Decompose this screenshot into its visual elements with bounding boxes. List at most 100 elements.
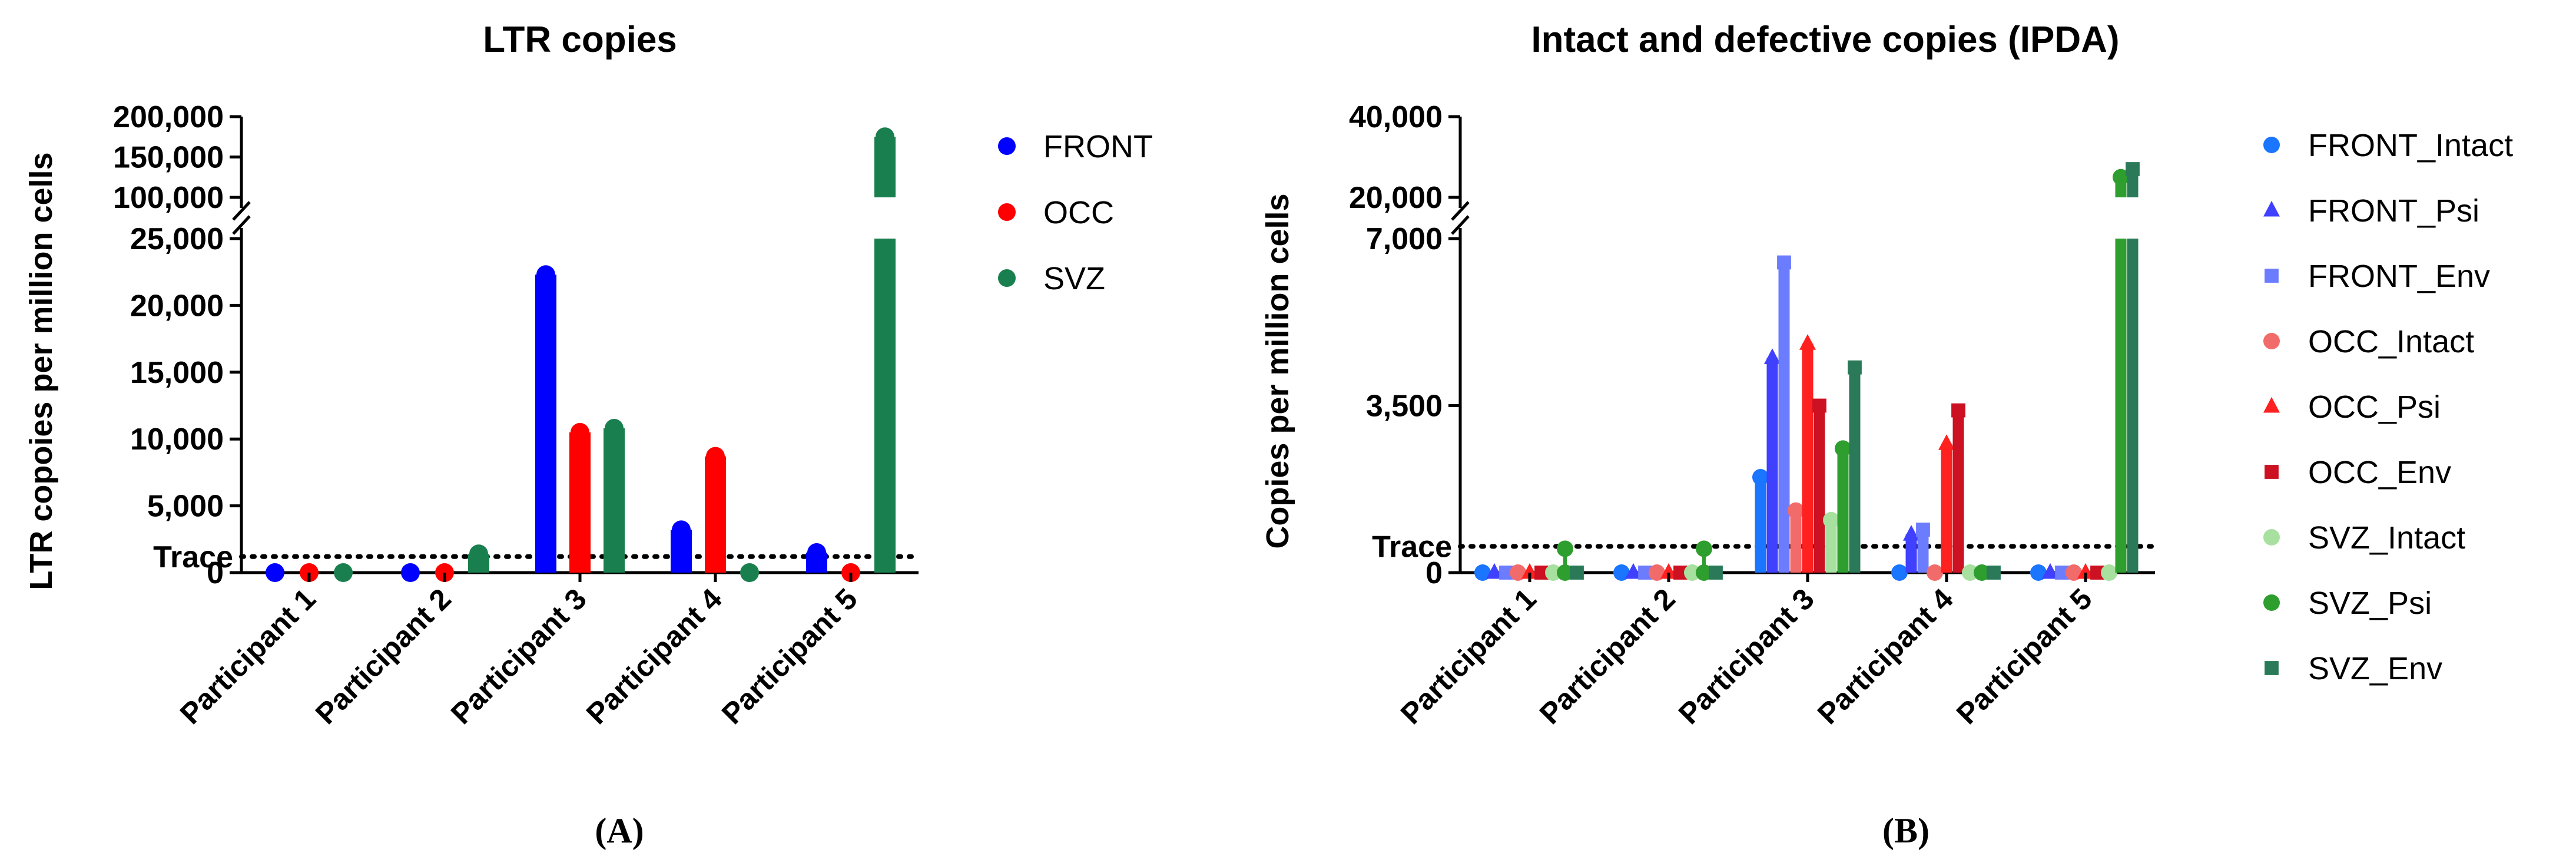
bar (705, 456, 726, 573)
data-point (401, 563, 420, 582)
data-point (1987, 566, 2001, 580)
data-point (1649, 564, 1665, 581)
data-point (740, 563, 759, 582)
legend-marker (998, 269, 1016, 287)
bar (1814, 405, 1825, 573)
legend: FRONT OCC SVZ (998, 129, 1153, 296)
legend-label: SVZ (1043, 261, 1105, 296)
plot-area: 0 3,500 7,000 20,000 40,000 Trace Participant … (1349, 100, 2157, 731)
data-point (1521, 563, 1538, 579)
data-point (1835, 440, 1851, 457)
bar (1941, 444, 1952, 573)
legend-marker (2263, 200, 2280, 217)
data-point (1938, 434, 1955, 450)
data-point (1684, 564, 1700, 581)
data-point (1974, 564, 1990, 581)
legend-label: FRONT_Env (2308, 259, 2490, 294)
legend-label: FRONT (1043, 129, 1153, 164)
x-tick-label: Participant 1 (174, 582, 322, 731)
y-tick-label: 15,000 (130, 356, 224, 390)
data-point (1613, 564, 1630, 581)
bar (874, 137, 896, 197)
x-tick-label: Participant 4 (580, 582, 728, 731)
x-tick-label: Participant 3 (1672, 582, 1821, 731)
y-tick-label: 5,000 (147, 490, 224, 524)
bar (1766, 358, 1778, 573)
data-point (1545, 564, 1561, 581)
legend-label: SVZ_Intact (2308, 520, 2465, 556)
legend-marker (2265, 465, 2279, 479)
trace-label: Trace (153, 540, 233, 574)
x-tick-label: Participant 1 (1394, 582, 1543, 731)
bar (604, 428, 625, 573)
data-point (469, 544, 488, 564)
legend-marker (2263, 333, 2280, 349)
data-point (2126, 162, 2140, 176)
axis-break-mark (232, 215, 251, 235)
bar (1802, 343, 1814, 573)
data-point (1764, 348, 1781, 364)
data-point (2042, 563, 2058, 579)
legend: FRONT_Intact FRONT_Psi FRONT_Env OCC_Intact… (2263, 128, 2513, 686)
x-tick-label: Participant 2 (1533, 582, 1682, 731)
bar (535, 275, 556, 573)
data-point (1823, 511, 1839, 528)
bar (1849, 367, 1861, 573)
data-point (1903, 525, 1919, 541)
data-point (1951, 403, 1965, 418)
data-point (1499, 566, 1513, 580)
data-point (1788, 502, 1804, 519)
y-tick-label: 200,000 (113, 100, 224, 134)
bar (1755, 477, 1766, 573)
legend-marker (2263, 594, 2280, 611)
data-point (1709, 566, 1723, 580)
data-point (2055, 566, 2069, 580)
data-point (571, 422, 589, 442)
legend-label: OCC (1043, 195, 1114, 230)
legend-label: FRONT_Intact (2308, 128, 2513, 163)
legend-marker (2263, 137, 2280, 153)
x-tick-label: Participant 4 (1811, 582, 1960, 731)
bar (2127, 239, 2139, 573)
trace-label: Trace (1372, 530, 1452, 564)
bar (2127, 169, 2139, 197)
data-point (1486, 563, 1503, 579)
y-axis-label: Copies per million cells (1260, 193, 1295, 548)
legend-marker (2265, 269, 2279, 283)
bar (569, 432, 591, 573)
y-tick-label: 150,000 (113, 141, 224, 175)
legend-marker (2263, 529, 2280, 546)
axis-break-mark (1451, 201, 1470, 221)
panel-a-ltr-copies: LTR copies LTR copoies per million cells… (24, 19, 1153, 850)
legend-label: SVZ_Psi (2308, 586, 2432, 621)
data-point (1777, 255, 1791, 270)
legend-marker (2263, 396, 2280, 413)
y-tick-label: 40,000 (1349, 100, 1443, 134)
data-point (1570, 566, 1584, 580)
data-point (1799, 334, 1816, 350)
data-point (672, 520, 691, 540)
bar (1952, 410, 1964, 573)
chart-title: LTR copies (483, 19, 677, 60)
legend-marker (2265, 661, 2279, 675)
y-tick-label: 20,000 (130, 289, 224, 323)
data-point (536, 265, 555, 285)
data-point (334, 563, 353, 582)
y-tick-label: 10,000 (130, 422, 224, 457)
legend-label: OCC_Psi (2308, 389, 2441, 425)
data-point (1752, 469, 1769, 485)
bar (1917, 530, 1929, 573)
legend-label: OCC_Intact (2308, 324, 2474, 359)
legend-marker (998, 203, 1016, 221)
data-point (1638, 566, 1652, 580)
data-point (2101, 564, 2117, 581)
data-point (1927, 564, 1943, 581)
bar (2115, 239, 2127, 573)
data-point (1557, 540, 1573, 557)
data-point (2066, 564, 2082, 581)
data-point (706, 447, 725, 466)
data-point (1673, 566, 1688, 580)
y-tick-label: 0 (207, 556, 224, 590)
data-point (1534, 566, 1549, 580)
